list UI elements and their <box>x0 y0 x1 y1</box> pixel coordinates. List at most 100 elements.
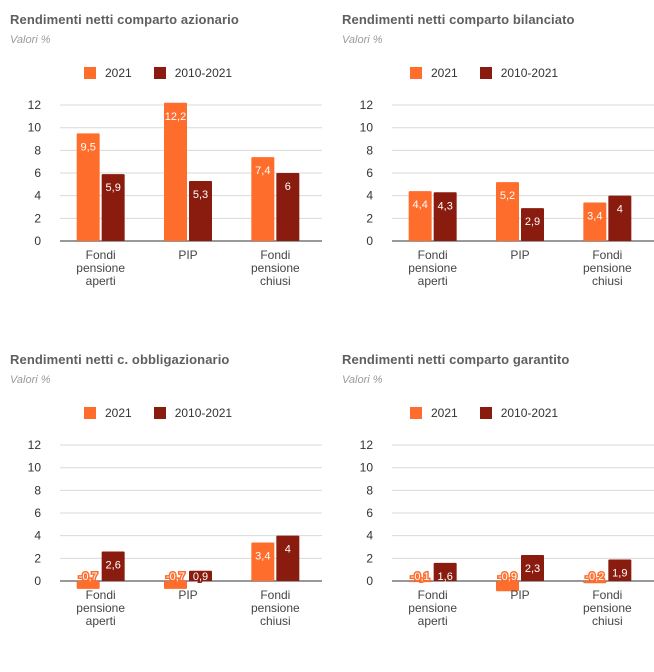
x-tick-label: pensione <box>408 261 457 275</box>
data-label: 5,2 <box>500 190 515 202</box>
y-tick-label: 6 <box>34 506 41 520</box>
data-label: 3,4 <box>587 210 602 222</box>
bar-2021 <box>76 133 100 241</box>
x-tick-label: aperti <box>86 274 116 288</box>
x-tick-label: pensione <box>583 261 632 275</box>
y-tick-label: 4 <box>34 189 41 203</box>
x-tick-label: Fondi <box>260 248 290 262</box>
data-label: 9,5 <box>81 141 96 153</box>
data-label: 0,9 <box>193 571 208 583</box>
bar-2010-2021 <box>521 554 544 581</box>
legend-swatch-2021 <box>410 407 422 419</box>
legend-item-2010-2021: 2010-2021 <box>153 66 233 80</box>
legend-swatch-2021 <box>410 67 422 79</box>
legend-item-2021: 2021 <box>410 406 458 420</box>
legend-label-2021: 2021 <box>105 66 132 80</box>
legend-label-2010-2021: 2010-2021 <box>500 406 559 420</box>
chart-legend: 2021 2010-2021 <box>410 66 580 80</box>
y-tick-label: 10 <box>360 461 374 475</box>
x-tick-label: chiusi <box>260 274 291 288</box>
x-tick-label: Fondi <box>86 588 116 602</box>
y-tick-label: 10 <box>28 461 42 475</box>
legend-swatch-2010-2021 <box>153 67 166 79</box>
bar-2021 <box>408 191 432 241</box>
bar-2010-2021 <box>101 551 125 581</box>
data-label: 12,2 <box>165 111 186 123</box>
chart-subtitle: Valori % <box>342 374 383 386</box>
y-tick-label: 10 <box>28 121 42 135</box>
data-label: 1,6 <box>438 571 453 583</box>
y-tick-label: 4 <box>366 189 373 203</box>
x-tick-label: PIP <box>178 248 197 262</box>
x-tick-label: pensione <box>408 601 457 615</box>
y-tick-label: 8 <box>366 483 373 497</box>
bar-2010-2021 <box>101 174 125 241</box>
bar-2021 <box>251 542 275 581</box>
legend-label-2010-2021: 2010-2021 <box>174 66 233 80</box>
x-tick-label: PIP <box>510 588 529 602</box>
legend-swatch-2021 <box>84 67 96 79</box>
legend-swatch-2010-2021 <box>153 407 166 419</box>
chart-title: Rendimenti netti comparto bilanciato <box>342 12 575 27</box>
x-tick-label: pensione <box>76 601 125 615</box>
bar-2010-2021 <box>608 195 632 241</box>
legend-label-2021: 2021 <box>431 66 458 80</box>
y-tick-label: 12 <box>360 98 374 112</box>
legend-item-2021: 2021 <box>84 66 132 80</box>
data-label: 3,4 <box>255 550 270 562</box>
bar-2010-2021 <box>433 192 457 241</box>
bar-2010-2021 <box>433 562 457 581</box>
data-label: 6 <box>285 181 291 193</box>
legend-swatch-2010-2021 <box>479 67 492 79</box>
data-label: 2,6 <box>106 560 121 572</box>
y-tick-label: 6 <box>366 166 373 180</box>
legend-swatch-2021 <box>84 407 96 419</box>
chart-legend: 2021 2010-2021 <box>84 66 254 80</box>
chart-panel-azionario: Rendimenti netti comparto azionario Valo… <box>10 12 330 332</box>
x-tick-label: aperti <box>418 274 448 288</box>
chart-title: Rendimenti netti c. obbligazionario <box>10 352 230 367</box>
x-tick-label: chiusi <box>260 614 291 628</box>
data-label: 1,9 <box>612 567 627 579</box>
x-tick-label: Fondi <box>592 248 622 262</box>
data-label: -0,1 <box>411 571 430 583</box>
chart-plot: 0246810129,55,9Fondipensioneaperti12,25,… <box>28 98 322 288</box>
x-tick-label: PIP <box>510 248 529 262</box>
x-tick-label: chiusi <box>592 614 623 628</box>
data-label: -0,7 <box>79 571 98 583</box>
y-tick-label: 0 <box>34 234 41 248</box>
bar-2021 <box>76 581 100 589</box>
legend-item-2021: 2021 <box>410 66 458 80</box>
y-tick-label: 12 <box>28 438 42 452</box>
data-label: 4,3 <box>438 200 453 212</box>
legend-label-2021: 2021 <box>431 406 458 420</box>
bar-2010-2021 <box>608 559 632 581</box>
y-tick-label: 6 <box>366 506 373 520</box>
chart-subtitle: Valori % <box>10 34 51 46</box>
bar-2021 <box>496 581 519 592</box>
data-label: -0,7 <box>166 571 185 583</box>
chart-subtitle: Valori % <box>342 34 383 46</box>
data-label: 4 <box>285 544 291 556</box>
x-tick-label: pensione <box>76 261 125 275</box>
y-tick-label: 2 <box>366 211 373 225</box>
bar-2021 <box>251 157 275 241</box>
chart-panel-bilanciato: Rendimenti netti comparto bilanciato Val… <box>342 12 654 332</box>
y-tick-label: 2 <box>366 551 373 565</box>
x-tick-label: pensione <box>251 261 300 275</box>
legend-item-2010-2021: 2010-2021 <box>479 406 559 420</box>
data-label: -0,2 <box>585 571 604 583</box>
bar-2021 <box>164 581 187 589</box>
x-tick-label: pensione <box>251 601 300 615</box>
legend-item-2010-2021: 2010-2021 <box>153 406 232 420</box>
bar-2021 <box>496 182 519 241</box>
y-tick-label: 0 <box>366 574 373 588</box>
x-tick-label: Fondi <box>592 588 622 602</box>
x-tick-label: Fondi <box>86 248 116 262</box>
chart-subtitle: Valori % <box>10 374 51 386</box>
bar-2010-2021 <box>276 535 300 581</box>
legend-item-2021: 2021 <box>84 406 132 420</box>
